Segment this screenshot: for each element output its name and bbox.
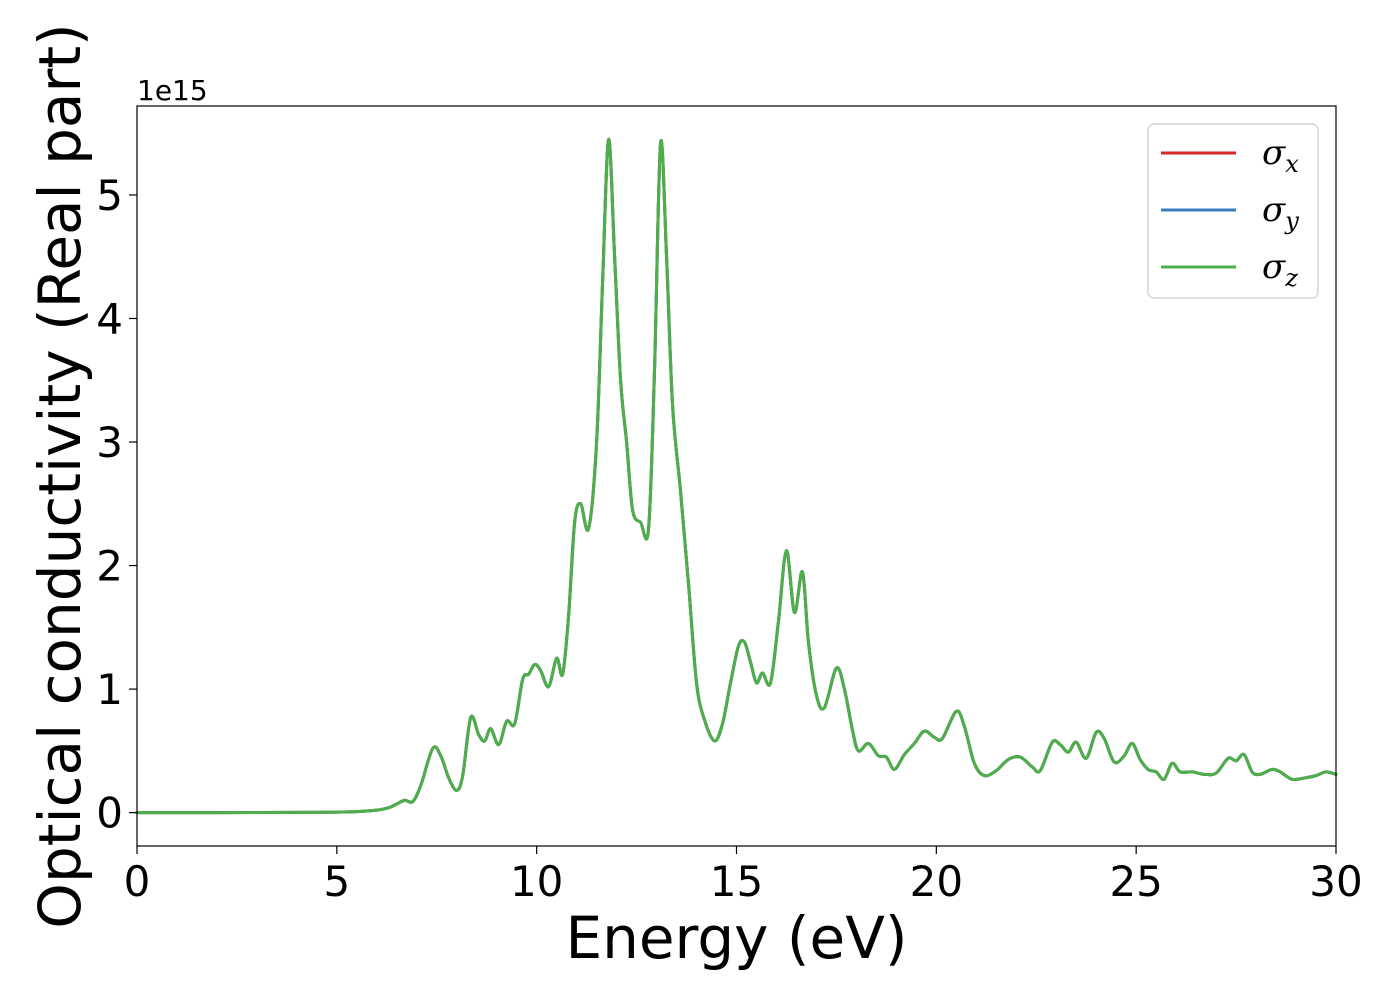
plot-area bbox=[137, 106, 1336, 846]
series-line-sigma-z bbox=[135, 137, 1338, 815]
x-axis: 0 5 10 15 20 25 30 bbox=[124, 846, 1363, 906]
y-tick-label: 5 bbox=[96, 171, 123, 220]
x-axis-title: Energy (eV) bbox=[565, 904, 907, 972]
y-offset-label: 1e15 bbox=[137, 74, 208, 107]
x-tick-label: 15 bbox=[710, 857, 763, 906]
x-tick-label: 30 bbox=[1309, 857, 1362, 906]
x-tick-label: 10 bbox=[510, 857, 563, 906]
series-layer bbox=[135, 137, 1338, 815]
y-tick-label: 0 bbox=[96, 789, 123, 838]
x-tick-label: 25 bbox=[1109, 857, 1162, 906]
x-tick-label: 5 bbox=[323, 857, 350, 906]
y-tick-label: 2 bbox=[96, 542, 123, 591]
y-axis-title: Optical conductivity (Real part) bbox=[26, 23, 94, 928]
y-axis: 0 1 2 3 4 5 bbox=[96, 171, 137, 838]
y-tick-label: 4 bbox=[96, 294, 123, 343]
y-tick-label: 3 bbox=[96, 418, 123, 467]
y-tick-label: 1 bbox=[96, 665, 123, 714]
x-tick-label: 20 bbox=[910, 857, 963, 906]
x-tick-label: 0 bbox=[124, 857, 151, 906]
